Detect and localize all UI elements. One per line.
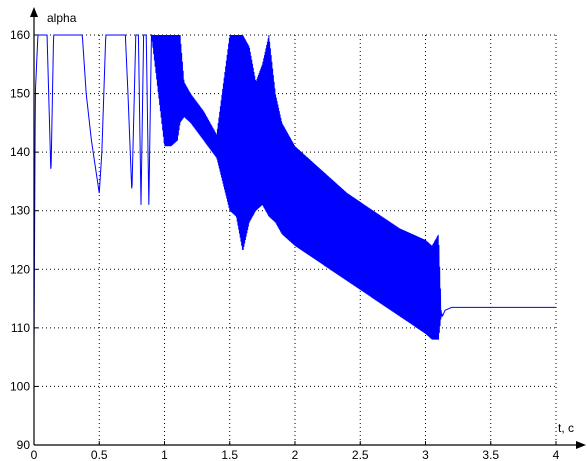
- y-axis-label: alpha: [47, 11, 77, 25]
- x-tick-label: 3: [422, 448, 429, 461]
- x-tick-label: 3.5: [482, 448, 499, 461]
- x-axis-arrow-icon: [576, 441, 586, 449]
- y-tick-label: 130: [10, 204, 30, 218]
- x-tick-label: 0.5: [91, 448, 108, 461]
- y-axis-arrow-icon: [30, 7, 38, 17]
- x-tick-label: 2.5: [352, 448, 369, 461]
- x-tick-label: 0: [31, 448, 38, 461]
- y-tick-label: 140: [10, 145, 30, 159]
- y-tick-label: 110: [11, 321, 30, 335]
- alpha-line: [33, 34, 556, 352]
- y-tick-label: 150: [10, 87, 30, 101]
- y-tick-label: 160: [10, 28, 30, 42]
- x-tick-label: 1.5: [221, 448, 238, 461]
- x-tick-label: 1: [161, 448, 168, 461]
- y-tick-label: 120: [10, 262, 30, 276]
- series-alpha: [33, 34, 556, 352]
- x-tick-label: 2: [292, 448, 299, 461]
- y-tick-label: 100: [10, 379, 30, 393]
- tick-labels: 0 0.5 1 1.5 2 2.5 3 3.5 4 90 100 110 120 130 140 150 160: [10, 28, 560, 461]
- x-tick-label: 4: [553, 448, 560, 461]
- y-tick-label: 90: [17, 438, 31, 452]
- x-axis-label: t, c: [558, 421, 574, 435]
